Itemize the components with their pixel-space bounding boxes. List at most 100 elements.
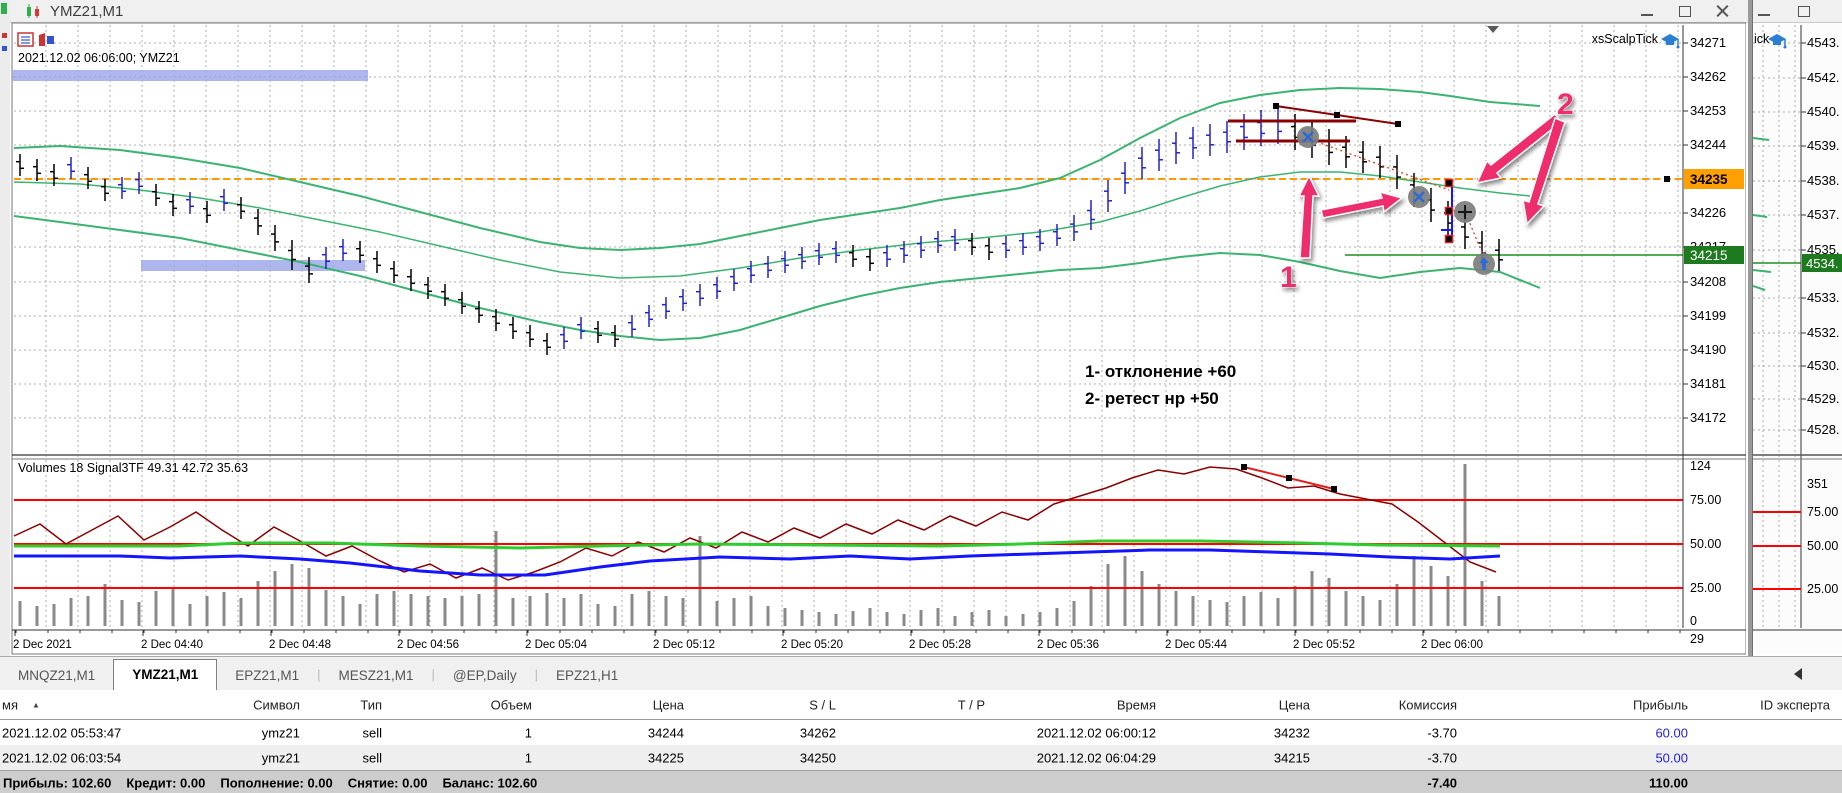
tab-epz21-m1[interactable]: EPZ21,M1 xyxy=(235,668,300,683)
svg-text:34215: 34215 xyxy=(1690,248,1728,263)
header-id-эксперта[interactable]: ID эксперта xyxy=(1760,697,1830,712)
side-chart-frame xyxy=(1753,23,1842,654)
chart-toolbar-icons[interactable] xyxy=(17,32,54,47)
close-icon[interactable] xyxy=(1716,5,1730,17)
annotation-line-2: 2- ретест нр +50 xyxy=(1085,389,1219,408)
order-edit-widget[interactable] xyxy=(1441,178,1454,244)
side-window-titlebar[interactable] xyxy=(1753,0,1842,23)
header-прибыль[interactable]: Прибыль xyxy=(1633,697,1688,712)
expert-cap-icon xyxy=(1768,34,1787,49)
svg-text:34271: 34271 xyxy=(1690,35,1726,50)
total-profit: 110.00 xyxy=(1648,775,1688,790)
chart-window-titlebar[interactable]: YMZ21,M1 xyxy=(10,0,1748,23)
background-icon-blue xyxy=(2,46,7,51)
trade-marker-cross[interactable] xyxy=(1454,201,1476,223)
chart-grid xyxy=(14,25,1683,628)
background-chart-icon xyxy=(1,3,7,14)
indicator-red-trendline[interactable] xyxy=(1241,464,1337,492)
trade-marker-x[interactable] xyxy=(1408,186,1430,208)
trade-link-dotted-line xyxy=(1311,139,1450,191)
header-time-open[interactable]: мя ▲ xyxy=(2,697,40,712)
svg-text:4543.: 4543. xyxy=(1807,35,1840,50)
header-символ[interactable]: Символ xyxy=(253,697,300,712)
cell-3: 34225 xyxy=(647,750,684,765)
svg-text:4530.: 4530. xyxy=(1807,358,1840,373)
cell-3: 34244 xyxy=(647,725,684,740)
trade-row[interactable]: 2021.12.02 05:53:47 ymz21 sell 1 34244 34262 2… xyxy=(0,720,1842,745)
svg-text:34172: 34172 xyxy=(1690,410,1726,425)
summary-item: Прибыль: 102.60 xyxy=(3,775,112,790)
svg-text:75.00: 75.00 xyxy=(1690,493,1721,507)
header-цена[interactable]: Цена xyxy=(652,697,684,712)
tab-mnqz21-m1[interactable]: MNQZ21,M1 xyxy=(18,668,96,683)
cell-open-time: 2021.12.02 06:03:54 xyxy=(2,750,122,765)
tab-scroll-left-icon[interactable] xyxy=(1794,668,1802,680)
indicator-maroon-line xyxy=(13,466,1497,581)
cell-open-time: 2021.12.02 05:53:47 xyxy=(2,725,122,740)
side-expert-name-label: ick xyxy=(1754,32,1770,46)
side-band-segment xyxy=(1753,137,1770,141)
side-minimize-icon[interactable] xyxy=(1757,5,1771,17)
svg-text:34235: 34235 xyxy=(1690,172,1728,187)
chart-window-ymz21: YMZ21,M1 1 2 Volumes 18 Signal3TF 49.31 42… xyxy=(10,0,1748,656)
tab-ymz21-m1[interactable]: YMZ21,M1 xyxy=(113,659,218,691)
side-chart-canvas[interactable]: 4543. 4542. 4540. 4539. 4538. 4537. 4535. 4533.… xyxy=(1753,22,1842,656)
svg-text:4537.: 4537. xyxy=(1807,207,1840,222)
header-время[interactable]: Время xyxy=(1116,697,1156,712)
cell-2: 1 xyxy=(524,750,532,765)
chart-window-side: 4543. 4542. 4540. 4539. 4538. 4537. 4535. 4533.… xyxy=(1752,0,1842,656)
svg-text:2 Dec 04:48: 2 Dec 04:48 xyxy=(269,639,331,651)
tab-mesz21-m1[interactable]: MESZ21,M1 xyxy=(338,668,414,683)
cell-8: -3.70 xyxy=(1427,750,1457,765)
svg-text:25.00: 25.00 xyxy=(1690,581,1721,595)
svg-text:34199: 34199 xyxy=(1690,308,1726,323)
cell-9: 60.00 xyxy=(1655,725,1688,740)
svg-text:2 Dec 05:36: 2 Dec 05:36 xyxy=(1037,639,1099,651)
maroon-trendline[interactable] xyxy=(1273,103,1401,127)
orange-line-handle[interactable] xyxy=(1664,176,1670,182)
tab-epz21-h1[interactable]: EPZ21,H1 xyxy=(556,668,619,683)
cell-1: sell xyxy=(362,750,382,765)
tab-divider: | xyxy=(431,666,435,682)
svg-text:34262: 34262 xyxy=(1690,69,1726,84)
trade-row[interactable]: 2021.12.02 06:03:54 ymz21 sell 1 34225 34250 2… xyxy=(0,745,1842,770)
header-комиссия[interactable]: Комиссия xyxy=(1398,697,1457,712)
svg-text:2 Dec 05:20: 2 Dec 05:20 xyxy=(781,639,843,651)
minimize-icon[interactable] xyxy=(1640,5,1654,17)
header-s-l[interactable]: S / L xyxy=(809,697,836,712)
chart-frame xyxy=(11,22,1746,655)
header-тип[interactable]: Тип xyxy=(360,697,382,712)
cell-2: 1 xyxy=(524,725,532,740)
svg-text:4540.: 4540. xyxy=(1807,104,1840,119)
header-цена[interactable]: Цена xyxy=(1278,697,1310,712)
side-band-segment xyxy=(1753,285,1766,291)
account-summary-items: Прибыль: 102.60 Кредит: 0.00 Пополнение: 0… xyxy=(3,775,537,790)
svg-text:4533.: 4533. xyxy=(1807,290,1840,305)
cell-4: 34250 xyxy=(799,750,836,765)
cell-1: sell xyxy=(362,725,382,740)
side-chart-grid xyxy=(1753,25,1801,628)
svg-text:1: 1 xyxy=(1280,261,1297,294)
trade-marker-x[interactable] xyxy=(1297,126,1319,148)
trade-marker-up[interactable] xyxy=(1473,253,1495,275)
expert-cap-icon xyxy=(1661,34,1680,49)
candlestick-chart-icon xyxy=(27,4,39,18)
indicator-green-line xyxy=(14,539,1501,550)
tab-divider: | xyxy=(317,666,321,682)
price-scale-labels: 3427134262342533424434226342173420834199… xyxy=(1683,35,1726,646)
maximize-icon[interactable] xyxy=(1678,5,1692,17)
side-indicator-scale-label: 25.00 xyxy=(1807,582,1838,596)
tab--ep-daily[interactable]: @EP,Daily xyxy=(452,668,517,683)
side-indicator-scale-label: 75.00 xyxy=(1807,505,1838,519)
svg-text:2 Dec 2021: 2 Dec 2021 xyxy=(13,639,72,651)
sort-ascending-icon[interactable]: ▲ xyxy=(31,700,40,709)
side-band-segment xyxy=(1753,269,1772,273)
chart-shift-marker[interactable] xyxy=(1487,26,1499,33)
header-t-p[interactable]: T / P xyxy=(957,697,985,712)
header-объем[interactable]: Объем xyxy=(490,697,532,712)
indicator-label: Volumes 18 Signal3TF 49.31 42.72 35.63 xyxy=(18,461,248,475)
svg-text:2 Dec 04:56: 2 Dec 04:56 xyxy=(397,639,459,651)
side-maximize-icon[interactable] xyxy=(1797,5,1811,17)
